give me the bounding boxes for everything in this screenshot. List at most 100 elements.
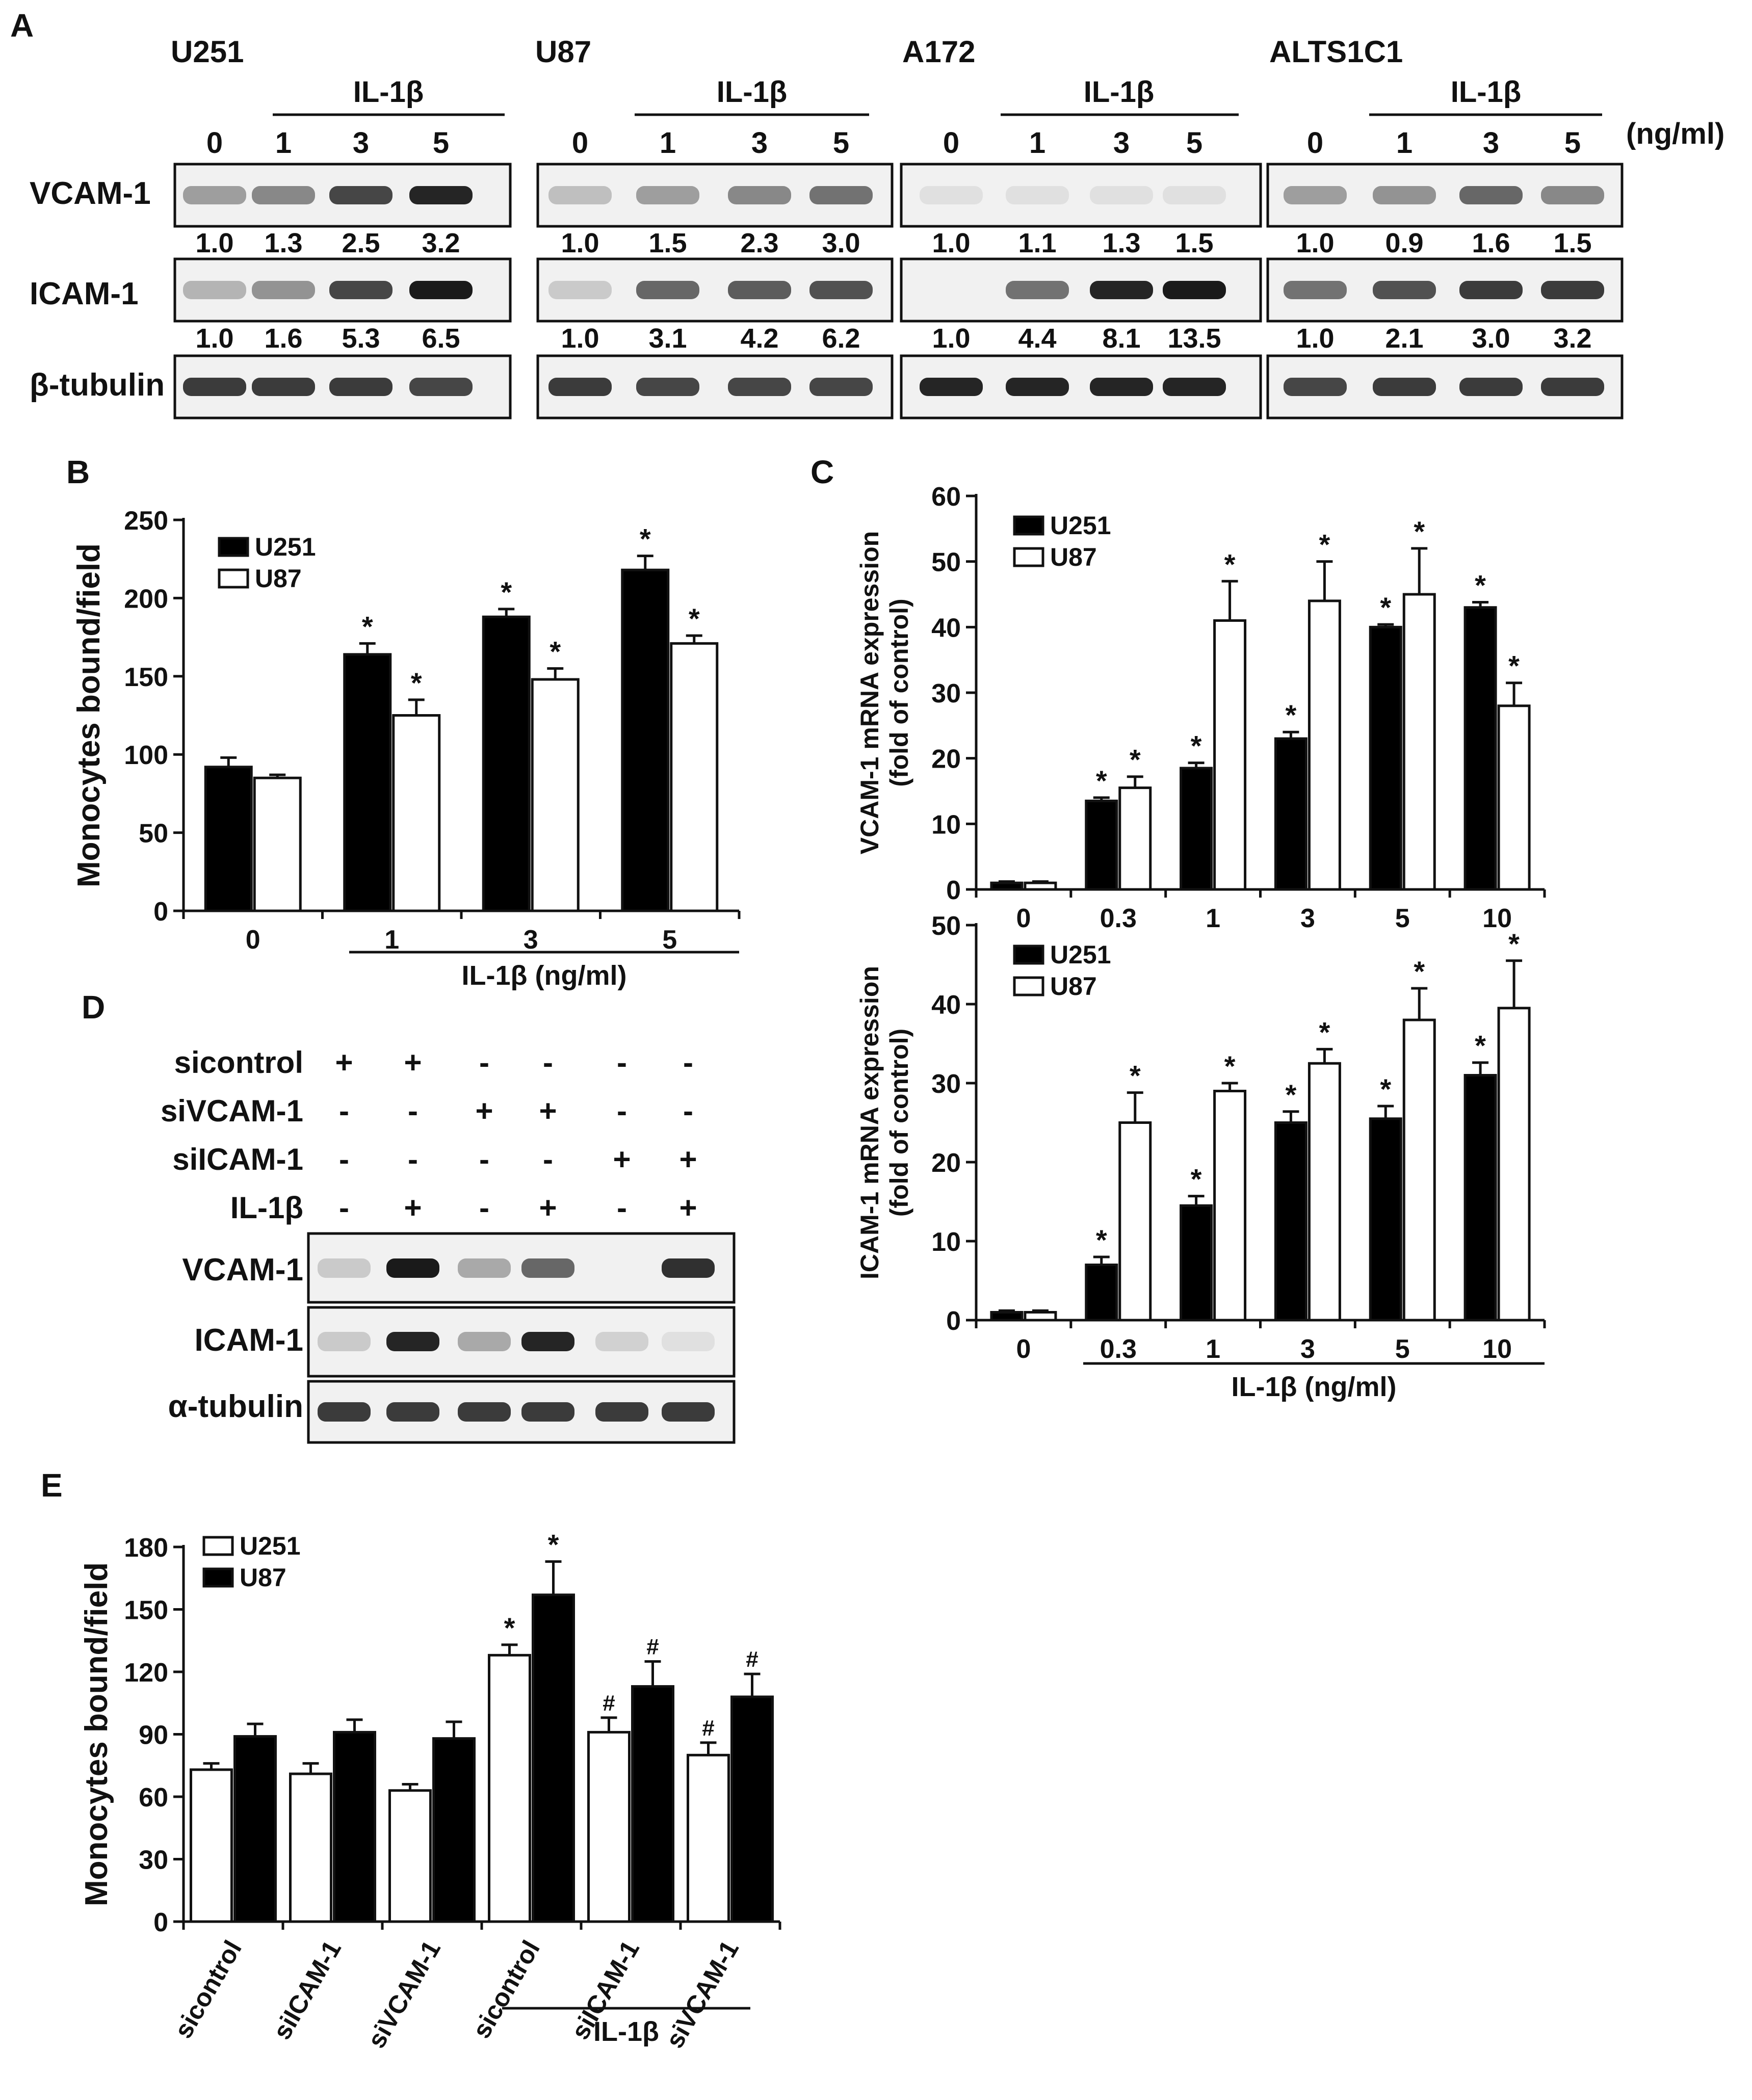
bar-u251 xyxy=(1180,1204,1213,1322)
significance-marker: * xyxy=(1224,548,1236,580)
significance-marker: * xyxy=(1191,730,1202,762)
panel-d-bands xyxy=(318,1258,715,1422)
x-axis-label: IL-1β (ng/ml) xyxy=(1232,1372,1397,1402)
dose-label: 0 xyxy=(943,126,959,160)
condition-sign: + xyxy=(475,1094,493,1128)
y-tick-label: 180 xyxy=(124,1533,168,1563)
x-tick-label: 1 xyxy=(384,925,399,955)
vcam-band xyxy=(920,186,983,204)
icam1-value: 3.2 xyxy=(1553,323,1591,354)
panel-b-monocyte-binding-chart: 0 50 100 150 200 250 0 * * 1 * * 3 * * 5 IL-1β (ng/ml) Mo… xyxy=(71,506,741,991)
bar-u251 xyxy=(1085,1264,1118,1322)
y-tick-label: 40 xyxy=(931,990,961,1020)
x-tick-label: 1 xyxy=(1206,1334,1220,1364)
bar-u87 xyxy=(1402,1018,1436,1322)
icam-band xyxy=(1006,281,1069,299)
condition-sign: - xyxy=(479,1045,489,1080)
dose-label: 1 xyxy=(660,126,676,160)
condition-sign: + xyxy=(404,1191,422,1225)
y-tick-label: 20 xyxy=(931,1148,961,1178)
x-tick-label: 5 xyxy=(1395,904,1410,933)
vcam1-value: 1.0 xyxy=(1296,228,1334,258)
bar-u87 xyxy=(1308,599,1341,891)
vcam1-value: 3.0 xyxy=(822,228,860,258)
tub-band xyxy=(386,1402,439,1422)
panel-label-b: B xyxy=(66,454,90,490)
y-tick-label: 10 xyxy=(931,1227,961,1257)
significance-marker: * xyxy=(1508,650,1520,682)
icam-band xyxy=(662,1332,715,1351)
panel-c-vcam1-mrna-chart: 0 10 20 30 40 50 60 0 * * 0.3 * * 1 * * 3 * * 5 * * 10 VCAM-1 m… xyxy=(855,482,1546,933)
row-label-beta-tubulin: β-tubulin xyxy=(30,368,165,403)
bar-u87 xyxy=(1118,786,1152,891)
tub-band xyxy=(1284,378,1347,396)
significance-marker: * xyxy=(1380,591,1391,623)
panel-a-western-blots: VCAM-1 ICAM-1 β-tubulin (ng/ml) U251 IL-… xyxy=(30,35,1724,419)
bar-u87 xyxy=(233,1735,277,1923)
x-axis-label: IL-1β (ng/ml) xyxy=(462,960,627,991)
vcam-band xyxy=(1006,186,1069,204)
panel-c-icam1-mrna-chart: 0 10 20 30 40 50 0 * * 0.3 * * 1 * * 3 * * 5 * * 10 IL-1β (ng/… xyxy=(855,911,1546,1402)
icam-band xyxy=(548,281,612,299)
significance-marker: * xyxy=(411,667,422,699)
vcam1-value: 1.0 xyxy=(561,228,599,258)
icam1-value: 6.5 xyxy=(422,323,460,354)
icam1-value: 1.0 xyxy=(932,323,970,354)
bar-u87 xyxy=(1497,1007,1531,1322)
y-tick-label: 30 xyxy=(139,1846,168,1875)
bar-u251 xyxy=(1369,625,1402,891)
y-tick-label: 40 xyxy=(931,613,961,643)
row-label-icam1: ICAM-1 xyxy=(30,276,139,311)
x-tick-label: siVCAM-1 xyxy=(660,1936,744,2053)
y-tick-label: 0 xyxy=(946,1306,961,1336)
bar-u251 xyxy=(488,1653,531,1923)
dose-label: 1 xyxy=(1029,126,1045,160)
icam-band xyxy=(595,1332,648,1351)
blot-group-u87: U87 IL-1β 0 1 3 5 1.0 1.5 2.3 3.0 1.0 3.… xyxy=(535,35,894,419)
dose-label: 5 xyxy=(433,126,449,160)
significance-marker: * xyxy=(362,610,373,642)
legend-label: U251 xyxy=(255,533,316,561)
significance-marker: * xyxy=(550,635,561,667)
bar-u251 xyxy=(587,1730,631,1923)
bar-u87 xyxy=(1308,1062,1341,1322)
vcam-band xyxy=(1090,186,1153,204)
significance-marker: * xyxy=(640,523,651,555)
x-tick-label: 5 xyxy=(1395,1334,1410,1364)
vcam-band xyxy=(1541,186,1604,204)
icam-band xyxy=(458,1332,511,1351)
significance-marker: * xyxy=(1414,515,1425,547)
cell-line-name: A172 xyxy=(902,35,975,69)
y-axis-label: VCAM-1 mRNA expression xyxy=(855,531,884,854)
vcam-band xyxy=(183,186,246,204)
tub-band xyxy=(1163,378,1226,396)
significance-marker: * xyxy=(548,1529,559,1561)
significance-marker: * xyxy=(501,576,512,608)
y-tick-label: 250 xyxy=(124,506,168,536)
icam-band xyxy=(252,281,315,299)
dose-label: 3 xyxy=(1483,126,1499,160)
y-tick-label: 30 xyxy=(931,1069,961,1099)
tub-band xyxy=(662,1402,715,1422)
vcam1-value: 3.2 xyxy=(422,228,460,258)
bar-u87 xyxy=(392,714,441,912)
dose-label: 1 xyxy=(1396,126,1413,160)
tub-band xyxy=(1090,378,1153,396)
significance-marker: * xyxy=(1130,744,1141,776)
tub-band xyxy=(1541,378,1604,396)
legend-label: U87 xyxy=(1050,972,1097,1001)
legend-swatch xyxy=(1013,976,1044,996)
condition-sign: + xyxy=(613,1142,631,1176)
vcam1-value: 1.3 xyxy=(264,228,302,258)
vcam-band xyxy=(1373,186,1436,204)
x-tick-label: 3 xyxy=(1300,1334,1315,1364)
icam-band xyxy=(386,1332,439,1351)
row-label-vcam1: VCAM-1 xyxy=(30,176,151,211)
significance-marker: * xyxy=(1286,699,1297,731)
y-tick-label: 90 xyxy=(139,1721,168,1750)
icam-band xyxy=(183,281,246,299)
icam1-value: 8.1 xyxy=(1102,323,1140,354)
significance-marker: * xyxy=(1130,1060,1141,1092)
